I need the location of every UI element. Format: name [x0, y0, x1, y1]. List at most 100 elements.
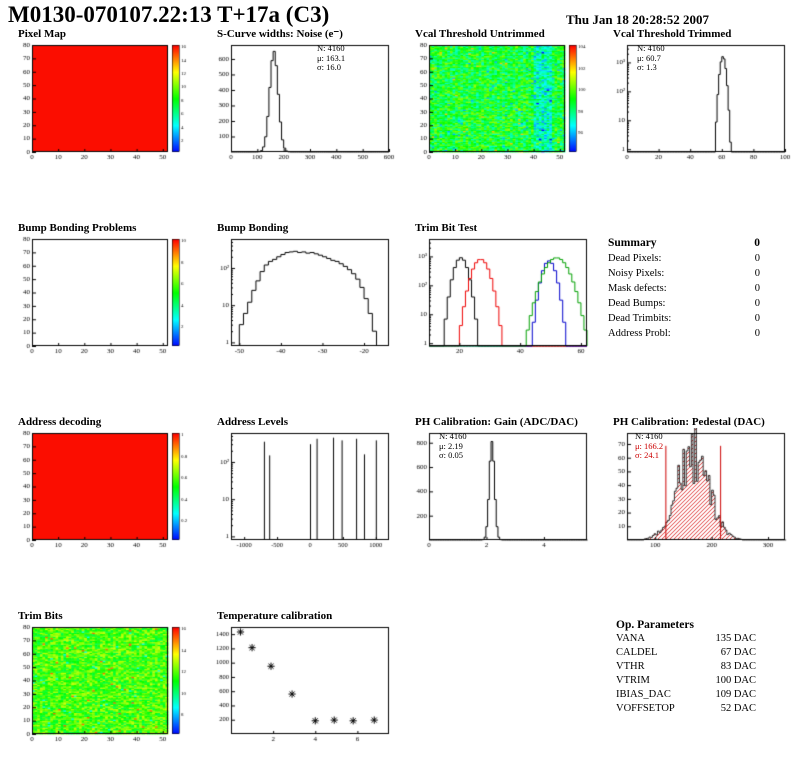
stats-box-scurve: N: 4160 μ: 163.1 σ: 16.0 [317, 43, 346, 73]
op-label: VTRIM [616, 675, 650, 686]
op-value: 52 DAC [720, 703, 756, 714]
stat-sigma: σ: 1.3 [637, 62, 657, 72]
op-row-vana: VANA 135 DAC [616, 632, 756, 646]
bump-bonding-canvas [205, 234, 397, 360]
panel-address-levels: Address Levels [205, 416, 397, 558]
chart-title-address-levels: Address Levels [217, 416, 288, 428]
summary-value: 0 [754, 313, 760, 324]
vcal-untrimmed-canvas [403, 40, 595, 166]
op-label: IBIAS_DAC [616, 689, 671, 700]
stat-entries: N: 4160 [317, 43, 345, 53]
panel-bump-bonding: Bump Bonding [205, 222, 397, 364]
chart-title-pixel-map: Pixel Map [18, 28, 66, 40]
summary-value: 0 [754, 298, 760, 309]
stat-sigma: σ: 16.0 [317, 62, 341, 72]
op-value: 67 DAC [720, 647, 756, 658]
summary-header: Summary 0 [608, 236, 760, 251]
stat-mean: μ: 166.2 [635, 440, 664, 451]
scurve-noise-canvas [205, 40, 397, 166]
ph-gain-canvas [403, 428, 595, 554]
chart-title-trim-bit-test: Trim Bit Test [415, 222, 478, 234]
stat-sigma: σ: 24.1 [635, 450, 659, 460]
op-label: VOFFSETOP [616, 703, 675, 714]
summary-value: 0 [754, 253, 760, 264]
chart-title-vcal-untrimmed: Vcal Threshold Untrimmed [415, 28, 545, 40]
panel-trim-bits-map: Trim Bits [6, 610, 198, 752]
report-timestamp: Thu Jan 18 20:28:52 2007 [566, 12, 710, 27]
bump-problems-canvas [6, 234, 198, 360]
op-parameters-title: Op. Parameters [616, 619, 694, 631]
stat-sigma: σ: 0.05 [439, 450, 463, 460]
trim-bits-map-canvas [6, 622, 198, 748]
summary-label: Noisy Pixels: [608, 268, 665, 279]
stat-mean: μ: 163.1 [317, 52, 346, 63]
chart-title-bump-bonding: Bump Bonding [217, 222, 289, 234]
op-label: VANA [616, 633, 645, 644]
panel-temperature-calibration: Temperature calibration [205, 610, 397, 752]
summary-value: 0 [754, 268, 760, 279]
chart-title-ph-gain: PH Calibration: Gain (ADC/DAC) [415, 416, 578, 428]
panel-vcal-trimmed: Vcal Threshold Trimmed N: 4160 μ: 60.7 σ… [601, 28, 793, 170]
op-value: 83 DAC [720, 661, 756, 672]
stat-entries: N: 4160 [635, 431, 663, 441]
summary-label: Address Probl: [608, 328, 671, 339]
summary-total: 0 [754, 237, 760, 249]
summary-block: Summary 0 Dead Pixels: 0 Noisy Pixels: 0… [608, 236, 760, 341]
op-parameters-header: Op. Parameters [616, 618, 756, 632]
trim-bit-test-canvas [403, 234, 595, 360]
chart-title-temperature-calibration: Temperature calibration [217, 610, 333, 622]
panel-ph-pedestal: PH Calibration: Pedestal (DAC) N: 4160 μ… [601, 416, 793, 558]
summary-label: Dead Bumps: [608, 298, 666, 309]
panel-scurve-noise: S-Curve widths: Noise (e⁻) N: 4160 μ: 16… [205, 28, 397, 170]
chart-title-trim-bits-map: Trim Bits [18, 610, 63, 622]
stat-mean: μ: 60.7 [637, 52, 661, 63]
stats-box-ph-gain: N: 4160 μ: 2.19 σ: 0.05 [439, 431, 467, 461]
panel-trim-bit-test: Trim Bit Test [403, 222, 595, 364]
address-decoding-canvas [6, 428, 198, 554]
stats-box-ph-pedestal: N: 4160 μ: 166.2 σ: 24.1 [635, 431, 664, 461]
panel-ph-gain: PH Calibration: Gain (ADC/DAC) N: 4160 μ… [403, 416, 595, 558]
op-value: 109 DAC [715, 689, 756, 700]
address-levels-canvas [205, 428, 397, 554]
chart-title-vcal-trimmed: Vcal Threshold Trimmed [613, 28, 732, 40]
summary-row-dead-bumps: Dead Bumps: 0 [608, 296, 760, 311]
summary-row-dead-pixels: Dead Pixels: 0 [608, 251, 760, 266]
stat-entries: N: 4160 [637, 43, 665, 53]
summary-label: Mask defects: [608, 283, 667, 294]
chart-title-address-decoding: Address decoding [18, 416, 102, 428]
stats-box-vcal-trimmed: N: 4160 μ: 60.7 σ: 1.3 [637, 43, 665, 73]
panel-pixel-map: Pixel Map [6, 28, 198, 170]
panel-address-decoding: Address decoding [6, 416, 198, 558]
summary-label: Dead Pixels: [608, 253, 662, 264]
summary-row-address-probl: Address Probl: 0 [608, 326, 760, 341]
op-label: CALDEL [616, 647, 658, 658]
summary-row-dead-trimbits: Dead Trimbits: 0 [608, 311, 760, 326]
panel-bump-problems: Bump Bonding Problems [6, 222, 198, 364]
stat-mean: μ: 2.19 [439, 440, 463, 451]
op-row-voffsetop: VOFFSETOP 52 DAC [616, 702, 756, 716]
chart-title-ph-pedestal: PH Calibration: Pedestal (DAC) [613, 416, 765, 428]
panel-vcal-untrimmed: Vcal Threshold Untrimmed [403, 28, 595, 170]
ph-pedestal-canvas [601, 428, 793, 554]
op-row-ibias-dac: IBIAS_DAC 109 DAC [616, 688, 756, 702]
op-label: VTHR [616, 661, 645, 672]
summary-row-mask-defects: Mask defects: 0 [608, 281, 760, 296]
summary-title: Summary [608, 237, 657, 249]
vcal-trimmed-canvas [601, 40, 793, 166]
op-row-caldel: CALDEL 67 DAC [616, 646, 756, 660]
op-row-vtrim: VTRIM 100 DAC [616, 674, 756, 688]
chart-title-scurve-noise: S-Curve widths: Noise (e⁻) [217, 28, 343, 40]
pixel-map-canvas [6, 40, 198, 166]
summary-value: 0 [754, 283, 760, 294]
summary-value: 0 [754, 328, 760, 339]
op-row-vthr: VTHR 83 DAC [616, 660, 756, 674]
summary-label: Dead Trimbits: [608, 313, 672, 324]
page-title: M0130-070107.22:13 T+17a (C3) [8, 2, 330, 27]
summary-row-noisy-pixels: Noisy Pixels: 0 [608, 266, 760, 281]
stat-entries: N: 4160 [439, 431, 467, 441]
chart-title-bump-problems: Bump Bonding Problems [18, 222, 137, 234]
op-value: 100 DAC [715, 675, 756, 686]
op-parameters-block: Op. Parameters VANA 135 DAC CALDEL 67 DA… [616, 618, 756, 716]
temperature-calibration-canvas [205, 622, 397, 748]
